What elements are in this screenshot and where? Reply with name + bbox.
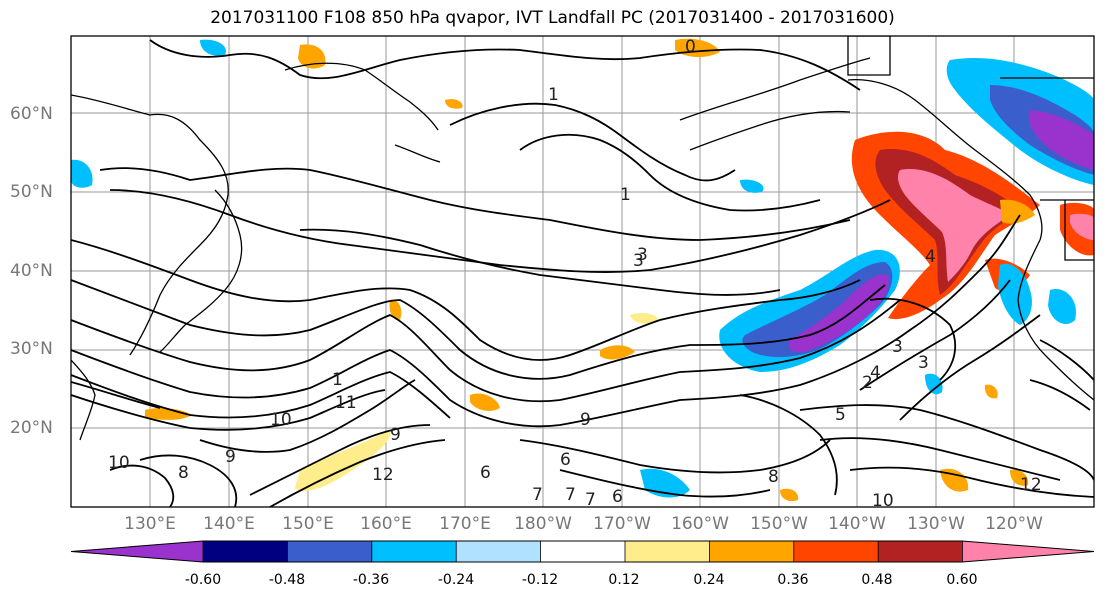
colorbar-segment bbox=[71, 541, 203, 562]
contour-label: 8 bbox=[768, 467, 779, 487]
lon-label: 170°W bbox=[593, 514, 651, 534]
contour-label: 11 bbox=[335, 393, 357, 413]
colorbar bbox=[70, 540, 1095, 563]
colorbar-tick: -0.36 bbox=[352, 572, 390, 588]
shading-pacific-negative bbox=[71, 39, 1094, 498]
contour-label: 4 bbox=[870, 363, 881, 383]
colorbar-tick: -0.12 bbox=[521, 572, 559, 588]
colorbar-tick: 0.12 bbox=[608, 572, 640, 588]
colorbar-segment bbox=[456, 541, 541, 562]
colorbar-tick: 0.48 bbox=[861, 572, 893, 588]
colorbar-segment bbox=[709, 541, 794, 562]
shading-west-coast-positive bbox=[851, 131, 1094, 320]
contour-label: 6 bbox=[560, 450, 571, 470]
lon-label: 140°W bbox=[828, 514, 886, 534]
contour-label: 10 bbox=[108, 453, 130, 473]
contour-label: 7 bbox=[565, 485, 576, 505]
colorbar-tick: 0.60 bbox=[946, 572, 978, 588]
colorbar-tick: -0.48 bbox=[268, 572, 306, 588]
colorbar-segment bbox=[287, 541, 372, 562]
colorbar-tick: 0.24 bbox=[693, 572, 725, 588]
lon-label: 130°E bbox=[124, 514, 176, 534]
contour-label: 2 bbox=[862, 373, 873, 393]
contour-label: 9 bbox=[580, 410, 591, 430]
lon-label: 170°E bbox=[439, 514, 491, 534]
contour-label: 1 bbox=[332, 370, 343, 390]
contour-label: 3 bbox=[892, 337, 903, 357]
lat-label: 50°N bbox=[10, 182, 53, 202]
lat-label: 60°N bbox=[10, 104, 53, 124]
colorbar-segment bbox=[540, 541, 626, 562]
colorbar-segment bbox=[793, 541, 879, 562]
coastlines bbox=[71, 36, 1094, 441]
colorbar-segment bbox=[203, 541, 288, 562]
lon-label: 130°W bbox=[907, 514, 965, 534]
contour-label: 1 bbox=[620, 185, 631, 205]
lon-label: 150°E bbox=[282, 514, 334, 534]
colorbar-segment bbox=[878, 541, 963, 562]
contour-label: 3 bbox=[633, 251, 644, 271]
contour-label: 3 bbox=[637, 245, 648, 265]
contour-label: 9 bbox=[390, 425, 401, 445]
lat-label: 40°N bbox=[10, 261, 53, 281]
lon-label: 120°W bbox=[985, 514, 1043, 534]
contour-label: 12 bbox=[1020, 475, 1042, 495]
contour-label: 6 bbox=[612, 487, 623, 507]
lon-label: 180°W bbox=[514, 514, 572, 534]
contour-label: 7 bbox=[585, 490, 596, 510]
contour-label: 1 bbox=[548, 85, 559, 105]
contour-label: 9 bbox=[225, 447, 236, 467]
colorbar-tick: -0.60 bbox=[184, 572, 222, 588]
colorbar-segment bbox=[371, 541, 457, 562]
contour-label: 3 bbox=[918, 353, 929, 373]
contour-label: 5 bbox=[835, 405, 846, 425]
lat-label: 30°N bbox=[10, 339, 53, 359]
lon-label: 160°W bbox=[671, 514, 729, 534]
contour-label: 12 bbox=[372, 465, 394, 485]
colorbar-segment bbox=[625, 541, 710, 562]
lat-label: 20°N bbox=[10, 418, 53, 438]
lon-label: 160°E bbox=[360, 514, 412, 534]
contour-label: 6 bbox=[480, 463, 491, 483]
contour-label: 7 bbox=[532, 485, 543, 505]
colorbar-tick: -0.24 bbox=[437, 572, 475, 588]
contour-label: 10 bbox=[872, 491, 894, 511]
lon-label: 140°E bbox=[203, 514, 255, 534]
map-title: 2017031100 F108 850 hPa qvapor, IVT Land… bbox=[210, 8, 895, 28]
lon-label: 150°W bbox=[750, 514, 808, 534]
contour-label: 4 bbox=[925, 247, 936, 267]
colorbar-segment bbox=[962, 541, 1094, 562]
contour-label: 8 bbox=[178, 463, 189, 483]
colorbar-tick: 0.36 bbox=[777, 572, 809, 588]
contours bbox=[71, 39, 1094, 507]
contour-label: 0 bbox=[685, 37, 696, 57]
contour-label: 10 bbox=[270, 410, 292, 430]
